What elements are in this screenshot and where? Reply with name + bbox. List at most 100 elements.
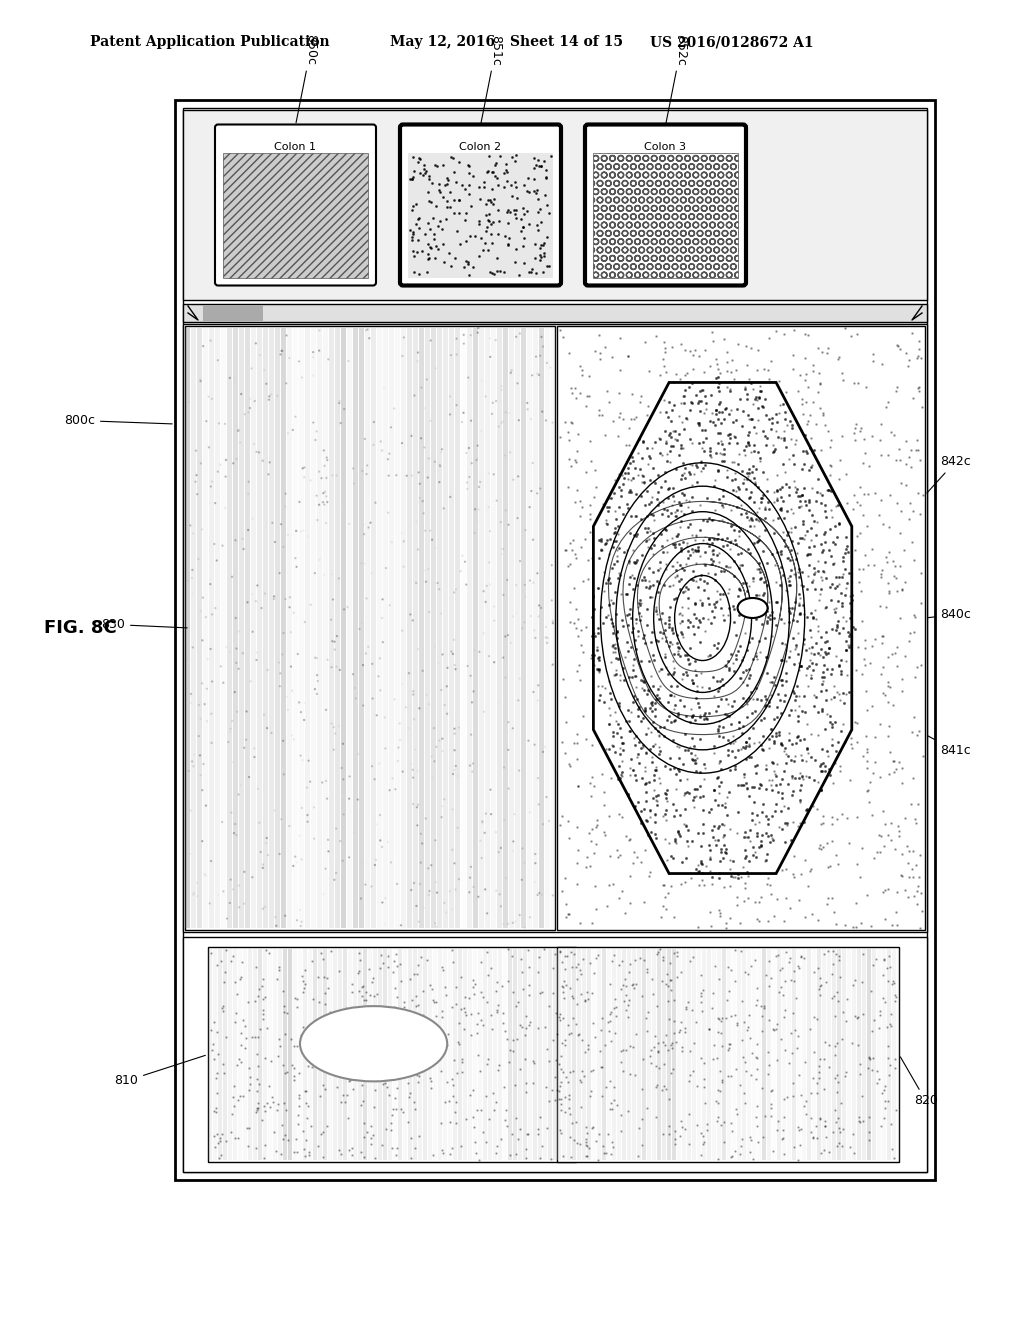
Point bbox=[697, 708, 714, 729]
Point bbox=[364, 972, 380, 993]
Point bbox=[582, 772, 598, 793]
Point bbox=[785, 454, 802, 475]
Point bbox=[817, 631, 834, 652]
Point bbox=[791, 603, 807, 624]
Point bbox=[402, 168, 419, 189]
Bar bbox=[508, 949, 512, 1160]
Point bbox=[260, 1076, 276, 1097]
Point bbox=[744, 845, 761, 866]
Point bbox=[262, 1051, 279, 1072]
Point bbox=[694, 822, 711, 843]
Point bbox=[736, 440, 753, 461]
Point bbox=[520, 939, 537, 960]
Point bbox=[637, 774, 653, 795]
Point bbox=[752, 387, 768, 408]
Point bbox=[333, 1143, 349, 1164]
Point bbox=[830, 731, 847, 752]
Point bbox=[773, 499, 790, 520]
Point bbox=[677, 467, 693, 488]
Point bbox=[408, 573, 424, 594]
Point bbox=[677, 1022, 693, 1043]
Point bbox=[651, 725, 668, 746]
Point bbox=[543, 356, 559, 378]
Point bbox=[668, 800, 684, 821]
Point bbox=[503, 632, 519, 653]
Point bbox=[525, 681, 542, 702]
Point bbox=[767, 438, 783, 459]
Point bbox=[329, 1077, 345, 1098]
Point bbox=[404, 223, 421, 244]
Point bbox=[662, 747, 678, 768]
Point bbox=[664, 634, 680, 655]
Point bbox=[677, 871, 693, 892]
Point bbox=[670, 702, 686, 723]
Point bbox=[683, 392, 699, 413]
Point bbox=[508, 207, 524, 228]
Point bbox=[528, 263, 545, 284]
Point bbox=[689, 676, 706, 697]
Point bbox=[460, 655, 476, 676]
Point bbox=[426, 991, 442, 1012]
Point bbox=[476, 172, 493, 193]
Point bbox=[604, 636, 621, 657]
Point bbox=[606, 581, 623, 602]
Point bbox=[734, 649, 751, 671]
Bar bbox=[857, 949, 861, 1160]
Point bbox=[237, 737, 253, 758]
Bar bbox=[485, 327, 490, 928]
Bar bbox=[221, 327, 226, 928]
Point bbox=[597, 677, 613, 698]
Point bbox=[590, 659, 606, 680]
Point bbox=[371, 665, 387, 686]
Point bbox=[735, 1047, 752, 1068]
Point bbox=[803, 602, 819, 623]
Point bbox=[590, 1150, 606, 1171]
Point bbox=[393, 1098, 410, 1119]
Point bbox=[478, 194, 495, 215]
Point bbox=[605, 735, 622, 756]
Point bbox=[761, 770, 777, 791]
Point bbox=[356, 524, 373, 545]
Point bbox=[696, 754, 713, 775]
Point bbox=[252, 1019, 268, 1040]
Point bbox=[798, 363, 814, 384]
Point bbox=[815, 539, 831, 560]
Point bbox=[567, 543, 584, 564]
Point bbox=[569, 733, 586, 754]
Point bbox=[646, 812, 663, 833]
Point bbox=[401, 1015, 418, 1036]
Point bbox=[523, 261, 540, 282]
Point bbox=[622, 892, 638, 913]
Point bbox=[770, 722, 786, 743]
Point bbox=[716, 814, 732, 836]
Point bbox=[731, 520, 748, 541]
Point bbox=[736, 1011, 753, 1032]
Point bbox=[534, 981, 550, 1002]
Point bbox=[184, 751, 201, 772]
Point bbox=[404, 166, 421, 187]
Point bbox=[435, 154, 452, 176]
Point bbox=[803, 517, 819, 539]
Point bbox=[843, 1137, 859, 1158]
Bar bbox=[383, 949, 387, 1160]
Point bbox=[643, 821, 659, 842]
Point bbox=[828, 527, 845, 548]
Point bbox=[294, 965, 310, 986]
Point bbox=[758, 696, 774, 717]
Point bbox=[461, 162, 477, 183]
Point bbox=[816, 531, 833, 552]
Point bbox=[687, 594, 703, 615]
Point bbox=[420, 467, 436, 488]
Point bbox=[410, 760, 426, 781]
Bar bbox=[287, 327, 292, 928]
Point bbox=[600, 605, 616, 626]
Point bbox=[828, 845, 845, 866]
Point bbox=[507, 150, 523, 172]
Point bbox=[758, 805, 774, 826]
Point bbox=[207, 492, 223, 513]
Point bbox=[641, 651, 657, 672]
Point bbox=[321, 1061, 337, 1082]
Point bbox=[821, 638, 838, 659]
Point bbox=[458, 1107, 474, 1129]
Point bbox=[774, 859, 791, 880]
